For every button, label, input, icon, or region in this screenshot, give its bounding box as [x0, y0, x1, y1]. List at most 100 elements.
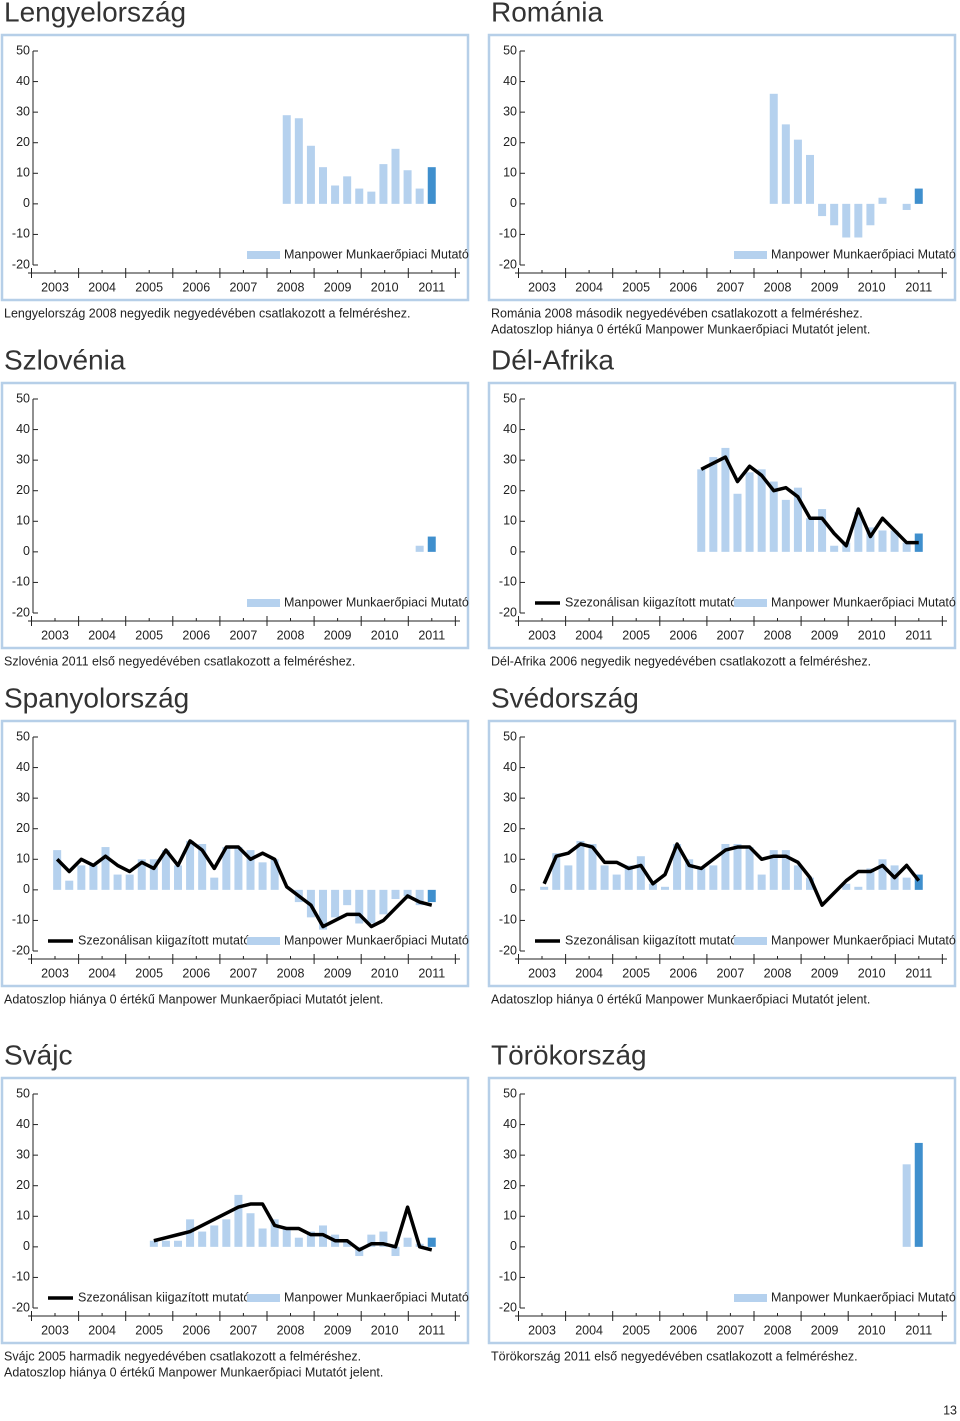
x-tick-label: 2008 — [277, 628, 305, 642]
bar — [733, 493, 742, 552]
y-tick-label: 50 — [503, 729, 517, 743]
bar — [391, 148, 400, 204]
y-tick-label: 10 — [16, 514, 30, 528]
bar — [709, 457, 718, 552]
y-tick-label: 50 — [16, 391, 30, 405]
bar — [866, 527, 875, 552]
bar — [818, 203, 827, 217]
page-number: 13 — [943, 1403, 957, 1417]
chart-title: Dél-Afrika — [491, 344, 614, 375]
x-tick-label: 2011 — [418, 966, 445, 980]
legend-label: Manpower Munkaerőpiaci Mutató — [771, 933, 956, 947]
chart-panel: Svédország -20 -10 0 10 20 30 40 50 2003 2004 2005 2… — [487, 682, 957, 1006]
y-tick-label: 50 — [503, 43, 517, 57]
bar — [101, 847, 110, 890]
y-tick-label: -20 — [12, 605, 30, 619]
bar — [306, 145, 315, 204]
x-tick-label: 2005 — [622, 966, 650, 980]
bar — [733, 844, 742, 890]
bar — [781, 850, 790, 890]
legend-label: Manpower Munkaerőpiaci Mutató — [284, 247, 469, 261]
bar — [854, 886, 863, 890]
bar — [161, 850, 170, 890]
chart-frame — [0, 33, 470, 302]
bar — [902, 1164, 911, 1247]
y-tick-label: 50 — [16, 729, 30, 743]
bar — [222, 847, 231, 890]
bar — [830, 203, 839, 226]
x-tick-label: 2007 — [229, 280, 257, 294]
chart-panel: Lengyelország -20 -10 0 10 20 30 40 50 2003 2004 20… — [0, 0, 470, 320]
y-tick-label: 30 — [503, 452, 517, 466]
bar — [306, 1231, 315, 1247]
bar — [793, 139, 802, 204]
bar — [878, 197, 887, 204]
y-tick-label: 0 — [23, 1239, 30, 1253]
bar — [793, 487, 802, 552]
y-tick-label: 0 — [510, 1239, 517, 1253]
x-tick-label: 2005 — [135, 1323, 163, 1337]
y-tick-label: 20 — [503, 1178, 517, 1192]
bar — [806, 877, 814, 890]
x-tick-label: 2007 — [716, 628, 744, 642]
bar — [842, 203, 851, 238]
bar — [793, 865, 802, 890]
bar — [282, 115, 291, 204]
y-tick-label: 0 — [510, 882, 517, 896]
line — [55, 839, 433, 929]
y-tick-label: 10 — [503, 852, 517, 866]
y-tick-label: 10 — [16, 166, 30, 180]
legend-label: Manpower Munkaerőpiaci Mutató — [284, 1290, 469, 1304]
bar — [721, 447, 730, 552]
x-tick-label: 2009 — [811, 1323, 839, 1337]
y-tick-label: 50 — [16, 43, 30, 57]
x-tick-label: 2004 — [88, 628, 116, 642]
bar — [685, 859, 694, 890]
bar — [149, 859, 158, 890]
bar — [270, 1219, 279, 1247]
bar — [757, 469, 766, 552]
x-tick-label: 2006 — [182, 628, 210, 642]
x-tick-label: 2004 — [575, 1323, 603, 1337]
bar — [367, 1234, 376, 1247]
bar — [403, 170, 412, 204]
y-tick-label: 40 — [16, 760, 30, 774]
y-tick-label: 40 — [16, 422, 30, 436]
chart-panel: Szlovénia -20 -10 0 10 20 30 40 50 2003 2004 2005 20… — [0, 344, 470, 668]
y-tick-label: -10 — [499, 913, 517, 927]
y-tick-label: 20 — [16, 821, 30, 835]
chart-title: Szlovénia — [4, 344, 126, 375]
line — [700, 455, 919, 548]
legend-swatch — [247, 599, 280, 607]
y-tick-label: 0 — [23, 544, 30, 558]
bar — [403, 889, 412, 896]
x-tick-label: 2009 — [811, 628, 839, 642]
bar — [661, 886, 669, 890]
y-tick-label: 20 — [503, 483, 517, 497]
legend-label: Manpower Munkaerőpiaci Mutató — [771, 595, 956, 609]
bar — [415, 545, 424, 552]
y-tick-label: 20 — [16, 483, 30, 497]
bar — [745, 472, 754, 552]
x-tick-label: 2004 — [88, 1323, 116, 1337]
x-tick-label: 2010 — [858, 1323, 886, 1337]
y-tick-label: 40 — [16, 1117, 30, 1131]
bar — [137, 859, 146, 890]
bar — [818, 509, 827, 552]
y-tick-label: 10 — [16, 852, 30, 866]
y-tick-label: -20 — [499, 605, 517, 619]
chart-title: Románia — [491, 0, 603, 27]
bar — [842, 883, 851, 890]
y-tick-label: -20 — [12, 943, 30, 957]
x-tick-label: 2010 — [371, 1323, 399, 1337]
chart-panel: Svájc -20 -10 0 10 20 30 40 50 2003 2004 2005 2006 20… — [0, 1039, 470, 1379]
x-tick-label: 2003 — [41, 628, 69, 642]
chart-panel: Románia -20 -10 0 10 20 30 40 50 2003 2004 2005 2006… — [487, 0, 957, 336]
bar — [65, 880, 74, 890]
chart-frame — [487, 719, 957, 988]
y-tick-label: -10 — [499, 227, 517, 241]
line — [153, 1202, 433, 1252]
y-tick-label: 10 — [503, 514, 517, 528]
chart-note: Dél-Afrika 2006 negyedik negyedévében cs… — [491, 654, 871, 668]
x-tick-label: 2011 — [418, 280, 445, 294]
